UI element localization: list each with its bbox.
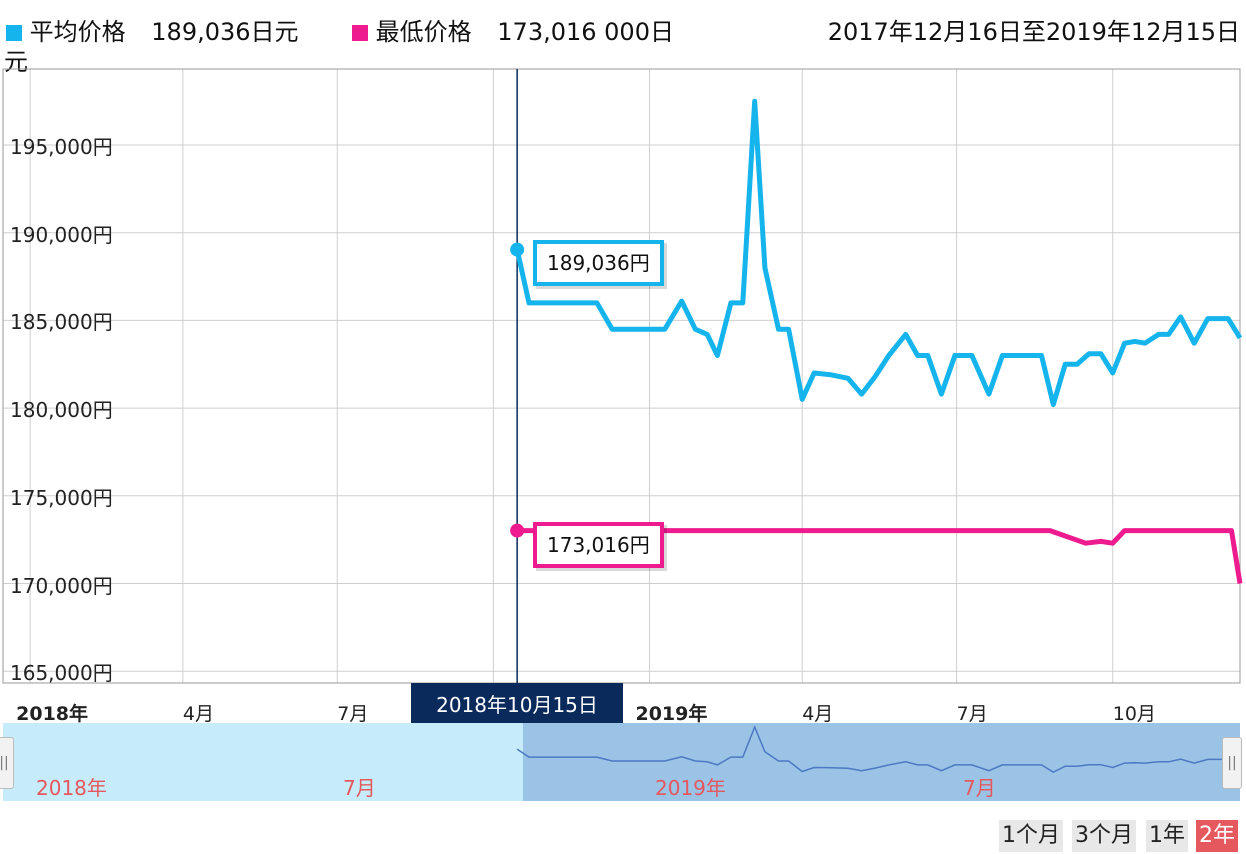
- range-3-month-button[interactable]: 3个月: [1072, 820, 1136, 852]
- legend-wrap-text: 元: [4, 48, 28, 76]
- y-tick-label: 170,000円: [10, 573, 113, 598]
- tooltip-avg: 189,036円: [533, 240, 664, 286]
- navigator-label-7m-2019: 7月: [963, 776, 996, 800]
- crosshair-date-label: 2018年10月15日: [411, 683, 623, 723]
- x-tick-label: 7月: [956, 703, 988, 725]
- navigator-label-7m-2018: 7月: [343, 776, 376, 800]
- tooltip-min: 173,016円: [533, 522, 664, 568]
- x-tick-label: 4月: [182, 703, 214, 725]
- legend-min-value: 173,016 000日: [497, 18, 674, 46]
- y-tick-label: 165,000円: [10, 661, 113, 686]
- date-range-text: 2017年12月16日至2019年12月15日: [827, 18, 1240, 46]
- point-avg: [510, 242, 525, 257]
- y-tick-label: 180,000円: [10, 398, 113, 423]
- legend-min[interactable]: 最低价格 173,016 000日: [352, 12, 674, 47]
- tooltip-min-text: 173,016円: [547, 533, 650, 557]
- y-tick-label: 175,000円: [10, 485, 113, 510]
- range-1-month-button[interactable]: 1个月: [999, 820, 1063, 852]
- x-tick-label: 7月: [337, 703, 369, 725]
- point-min: [510, 523, 525, 538]
- y-tick-label: 190,000円: [10, 222, 113, 247]
- navigator-left-handle[interactable]: ||: [0, 737, 14, 789]
- price-chart[interactable]: [0, 0, 1246, 730]
- series-line-avg: [514, 98, 1243, 408]
- navigator-right-handle[interactable]: ||: [1222, 737, 1242, 789]
- legend-avg-label: 平均价格: [29, 18, 126, 46]
- legend-min-swatch: [352, 25, 368, 41]
- navigator-label-2018: 2018年: [36, 776, 107, 800]
- x-tick-label: 4月: [802, 703, 834, 725]
- range-1-year-button[interactable]: 1年: [1146, 820, 1188, 852]
- grid: [3, 69, 1240, 683]
- navigator-label-2019: 2019年: [655, 776, 726, 800]
- range-2-year-button[interactable]: 2年: [1196, 820, 1238, 852]
- x-tick-label: 10月: [1112, 703, 1156, 725]
- crosshair-date-text: 2018年10月15日: [436, 693, 598, 717]
- y-tick-label: 185,000円: [10, 310, 113, 335]
- plot-frame: [2, 68, 1241, 684]
- navigator-series-line: [516, 724, 1241, 774]
- tooltip-avg-text: 189,036円: [547, 251, 650, 275]
- legend-avg-value: 189,036日元: [151, 18, 299, 46]
- x-tick-label: 2018年: [16, 703, 89, 725]
- x-tick-label: 2019年: [635, 703, 708, 725]
- y-tick-label: 195,000円: [10, 135, 113, 159]
- legend-avg[interactable]: 平均价格 189,036日元: [6, 12, 299, 47]
- navigator-selection[interactable]: [523, 723, 1240, 801]
- legend-avg-swatch: [6, 25, 22, 41]
- series-line-min: [517, 528, 1243, 584]
- navigator-series: [516, 724, 1241, 774]
- legend-min-label: 最低价格: [375, 18, 472, 46]
